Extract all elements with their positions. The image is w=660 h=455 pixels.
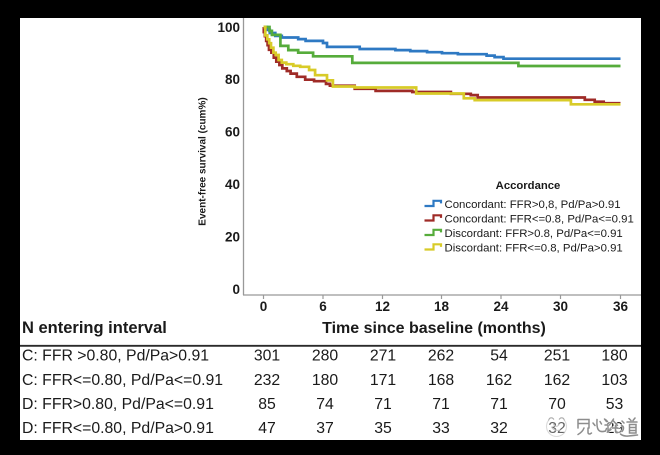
svg-text:280: 280 [312, 348, 339, 365]
svg-text:0: 0 [232, 282, 240, 297]
svg-text:Accordance: Accordance [496, 180, 561, 192]
svg-text:71: 71 [374, 396, 392, 413]
svg-text:100: 100 [217, 20, 240, 35]
svg-text:37: 37 [316, 420, 334, 437]
svg-text:70: 70 [548, 396, 566, 413]
svg-text:74: 74 [316, 396, 334, 413]
svg-text:180: 180 [312, 372, 339, 389]
svg-text:168: 168 [428, 372, 455, 389]
svg-text:171: 171 [370, 372, 397, 389]
svg-text:80: 80 [225, 72, 240, 87]
svg-text:32: 32 [490, 420, 508, 437]
svg-text:Concordant: FFR<=0.8, Pd/Pa<=0: Concordant: FFR<=0.8, Pd/Pa<=0.91 [445, 214, 634, 226]
svg-text:Discordant: FFR<=0.8, Pd/Pa>0.: Discordant: FFR<=0.8, Pd/Pa>0.91 [445, 243, 623, 255]
svg-text:N entering interval: N entering interval [22, 319, 167, 337]
svg-text:30: 30 [553, 299, 568, 314]
svg-text:36: 36 [613, 299, 629, 314]
svg-text:162: 162 [486, 372, 512, 389]
svg-text:33: 33 [432, 420, 450, 437]
svg-text:60: 60 [225, 125, 240, 140]
svg-text:D: FFR>0.80, Pd/Pa<=0.91: D: FFR>0.80, Pd/Pa<=0.91 [22, 396, 214, 413]
svg-text:Time since baseline (months): Time since baseline (months) [322, 320, 546, 337]
svg-text:32: 32 [548, 420, 566, 437]
svg-text:85: 85 [258, 396, 276, 413]
svg-text:18: 18 [434, 299, 450, 314]
svg-text:Concordant: FFR>0,8, Pd/Pa>0.9: Concordant: FFR>0,8, Pd/Pa>0.91 [445, 199, 621, 211]
svg-text:162: 162 [544, 372, 570, 389]
svg-text:Event-free survival (cum%): Event-free survival (cum%) [198, 97, 209, 225]
svg-text:12: 12 [375, 299, 390, 314]
svg-text:251: 251 [544, 348, 571, 365]
svg-text:C: FFR >0.80, Pd/Pa>0.91: C: FFR >0.80, Pd/Pa>0.91 [22, 348, 209, 365]
svg-text:0: 0 [260, 299, 268, 314]
svg-text:40: 40 [225, 177, 240, 192]
svg-text:53: 53 [606, 396, 624, 413]
svg-text:271: 271 [370, 348, 397, 365]
svg-text:C: FFR<=0.80, Pd/Pa<=0.91: C: FFR<=0.80, Pd/Pa<=0.91 [22, 372, 223, 389]
svg-text:6: 6 [319, 299, 327, 314]
svg-text:35: 35 [374, 420, 392, 437]
svg-text:71: 71 [432, 396, 450, 413]
svg-text:24: 24 [493, 299, 509, 314]
svg-text:54: 54 [490, 348, 508, 365]
svg-text:301: 301 [254, 348, 281, 365]
svg-text:47: 47 [258, 420, 276, 437]
svg-text:180: 180 [601, 348, 628, 365]
svg-text:103: 103 [601, 372, 628, 389]
svg-text:D: FFR<=0.80, Pd/Pa>0.91: D: FFR<=0.80, Pd/Pa>0.91 [22, 420, 214, 437]
svg-text:20: 20 [225, 229, 240, 244]
svg-text:262: 262 [428, 348, 454, 365]
svg-text:71: 71 [490, 396, 508, 413]
svg-text:Discordant: FFR>0.8, Pd/Pa<=0.: Discordant: FFR>0.8, Pd/Pa<=0.91 [445, 228, 623, 240]
svg-text:232: 232 [254, 372, 280, 389]
